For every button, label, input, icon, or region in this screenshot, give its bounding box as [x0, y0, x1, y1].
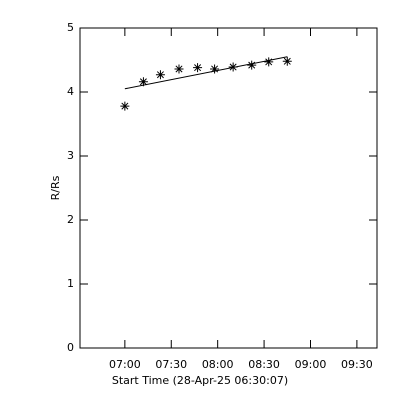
- x-axis-label: Start Time (28-Apr-25 06:30:07): [112, 374, 288, 387]
- x-tick-label: 07:00: [109, 358, 141, 371]
- x-tick-label: 08:00: [202, 358, 234, 371]
- x-tick-label: 08:30: [248, 358, 280, 371]
- data-point: [264, 57, 274, 67]
- plot-frame: [79, 27, 378, 349]
- y-axis-label: R/Rs: [49, 175, 62, 200]
- data-point: [174, 64, 184, 74]
- data-point: [155, 70, 165, 80]
- y-tick-label: 2: [67, 213, 74, 226]
- data-point: [282, 56, 292, 66]
- y-tick-label: 5: [67, 21, 74, 34]
- x-tick-label: 07:30: [155, 358, 187, 371]
- data-point: [193, 63, 203, 73]
- data-point: [228, 62, 238, 72]
- data-point: [210, 64, 220, 74]
- data-point: [120, 101, 130, 111]
- x-tick-label: 09:00: [295, 358, 327, 371]
- x-tick-label: 09:30: [341, 358, 373, 371]
- y-tick-label: 0: [67, 341, 74, 354]
- y-tick-label: 1: [67, 277, 74, 290]
- data-point: [138, 77, 148, 87]
- y-tick-label: 4: [67, 85, 74, 98]
- fit-line: [124, 56, 288, 90]
- y-tick-label: 3: [67, 149, 74, 162]
- data-point: [247, 60, 257, 70]
